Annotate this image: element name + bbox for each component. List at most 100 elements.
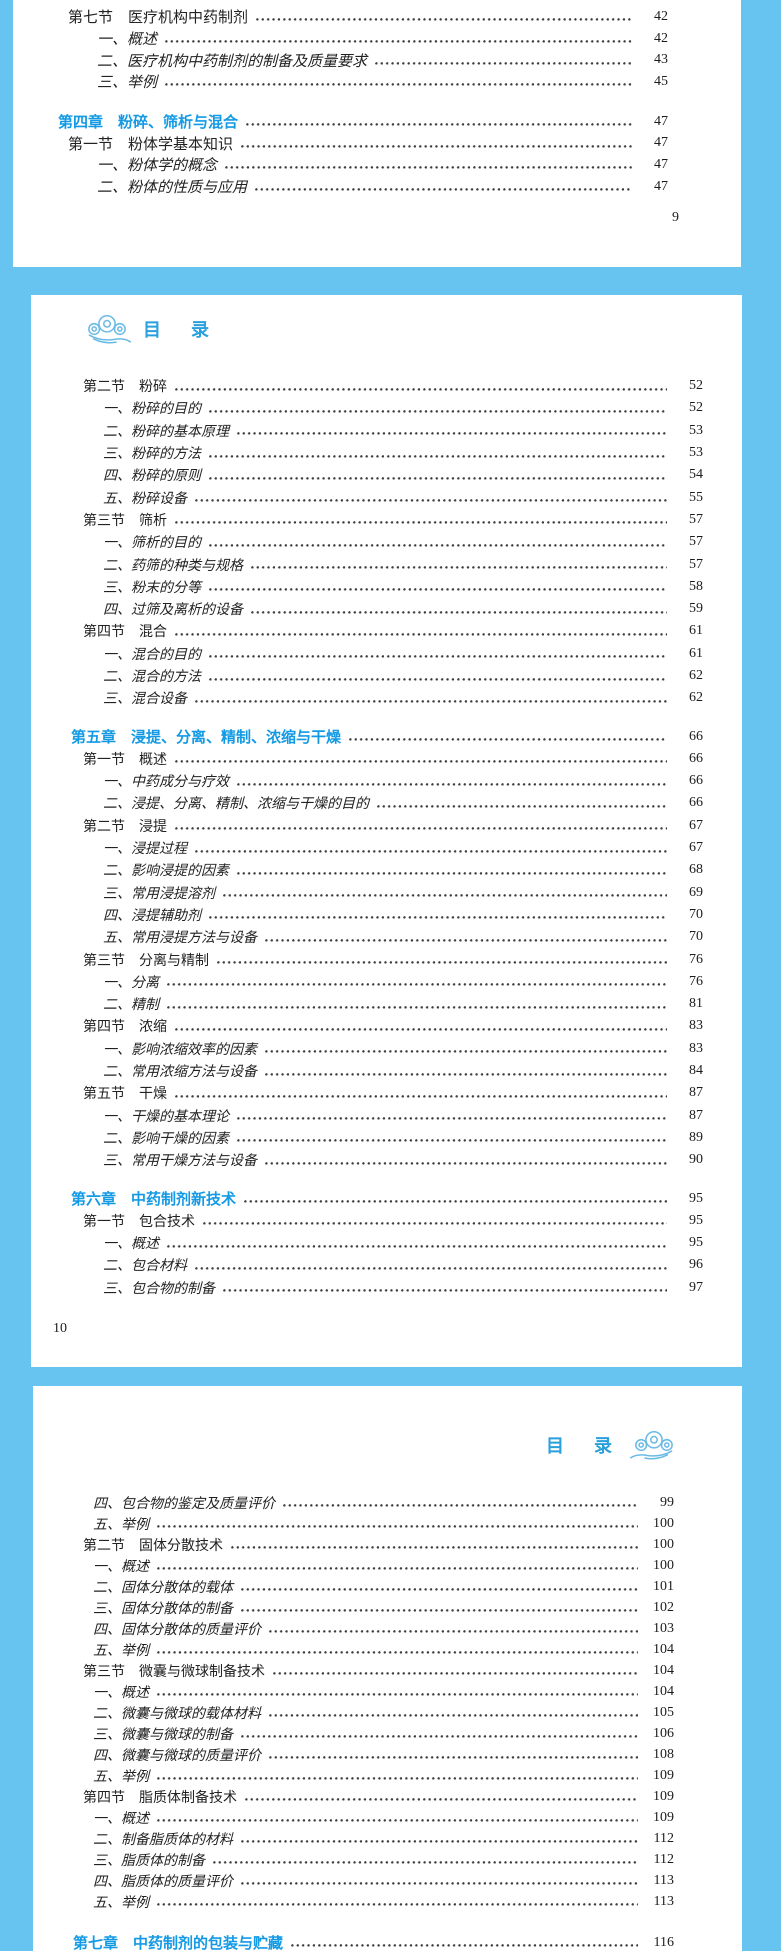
toc-entry-page-number: 108 xyxy=(653,1746,674,1762)
toc-entry-item: 四、浸提辅助剂 70 xyxy=(31,904,703,926)
toc-entry-page-number: 87 xyxy=(689,1085,703,1101)
toc-entry-item: 二、微囊与微球的载体材料 105 xyxy=(33,1702,674,1723)
book-page-11: 目 录 四、包合物的鉴定及质量评价 99 五、举例 100 第二节 固体分散技术 100 一… xyxy=(33,1386,742,1951)
toc-entry-label: 五、举例 xyxy=(93,1517,149,1533)
toc-entry-item: 一、粉体学的概念 47 xyxy=(13,154,668,176)
dot-leader xyxy=(157,1567,638,1570)
toc-entry-item: 二、粉碎的基本原理 53 xyxy=(31,420,703,442)
toc-entry-label: 一、筛析的目的 xyxy=(103,536,201,552)
toc-entry-item: 一、概述 100 xyxy=(33,1555,674,1576)
toc-entry-label: 四、过筛及离析的设备 xyxy=(103,603,243,619)
dot-leader xyxy=(157,1777,638,1780)
toc-entry-section: 第五节 干燥 87 xyxy=(31,1082,703,1104)
toc-entry-item: 一、干燥的基本理论 87 xyxy=(31,1105,703,1127)
toc-entry-label: 第四章 粉碎、筛析与混合 xyxy=(58,114,239,132)
toc-entry-item: 一、粉碎的目的 52 xyxy=(31,397,703,419)
toc-entry-page-number: 112 xyxy=(653,1830,674,1846)
toc-entry-page-number: 83 xyxy=(689,1040,703,1056)
toc-entry-label: 二、粉碎的基本原理 xyxy=(103,424,229,440)
dot-leader xyxy=(237,432,667,436)
toc-entry-label: 四、微囊与微球的质量评价 xyxy=(93,1748,261,1764)
toc-entry-page-number: 105 xyxy=(653,1704,674,1720)
page-number: 9 xyxy=(672,210,679,225)
toc-entry-item: 一、概述 109 xyxy=(33,1807,674,1828)
toc-entry-item: 一、概述 95 xyxy=(31,1232,703,1254)
toc-entry-page-number: 104 xyxy=(653,1641,674,1657)
toc-entry-label: 五、举例 xyxy=(93,1895,149,1911)
toc-entry-label: 五、常用浸提方法与设备 xyxy=(103,931,257,947)
toc-entry-section: 第三节 筛析 57 xyxy=(31,509,703,531)
dot-leader xyxy=(223,894,667,898)
toc-entry-page-number: 109 xyxy=(653,1767,674,1783)
dot-leader xyxy=(217,961,667,965)
toc-entry-label: 一、粉体学的概念 xyxy=(97,158,218,175)
toc-entry-label: 第五节 干燥 xyxy=(83,1087,167,1103)
toc-entry-label: 三、粉末的分等 xyxy=(103,580,201,596)
toc-entry-label: 第四节 脂质体制备技术 xyxy=(83,1790,237,1806)
toc-entry-page-number: 52 xyxy=(689,378,703,394)
dot-leader xyxy=(157,1819,638,1822)
toc-entry-label: 二、浸提、分离、精制、浓缩与干燥的目的 xyxy=(103,797,369,813)
toc-entry-page-number: 89 xyxy=(689,1129,703,1145)
toc-entry-page-number: 59 xyxy=(689,601,703,617)
toc-entry-item: 四、包合物的鉴定及质量评价 99 xyxy=(33,1492,674,1513)
dot-leader xyxy=(251,566,667,570)
toc-entry-label: 四、粉碎的原则 xyxy=(103,469,201,485)
toc-entry-label: 第一节 包合技术 xyxy=(83,1214,195,1230)
dot-leader xyxy=(241,1609,638,1612)
toc-entry-chapter: 第七章 中药制剂的包装与贮藏 116 xyxy=(33,1932,674,1951)
toc-entry-page-number: 97 xyxy=(689,1279,703,1295)
toc-entry-item: 二、影响浸提的因素 68 xyxy=(31,859,703,881)
toc-entry-page-number: 83 xyxy=(689,1018,703,1034)
dot-leader xyxy=(237,1139,667,1143)
toc-entry-item: 二、浸提、分离、精制、浓缩与干燥的目的 66 xyxy=(31,792,703,814)
toc-entry-page-number: 42 xyxy=(654,30,668,46)
toc-entry-label: 二、药筛的种类与规格 xyxy=(103,558,243,574)
dot-leader xyxy=(237,782,667,786)
toc-entry-label: 第三节 微囊与微球制备技术 xyxy=(83,1664,265,1680)
toc-entry-item: 二、精制 81 xyxy=(31,993,703,1015)
toc-entry-label: 一、粉碎的目的 xyxy=(103,402,201,418)
toc-entry-label: 一、分离 xyxy=(103,975,159,991)
dot-leader xyxy=(251,610,667,614)
toc-entry-page-number: 95 xyxy=(689,1235,703,1251)
dot-leader xyxy=(269,1630,638,1633)
toc-entry-label: 一、概述 xyxy=(103,1237,159,1253)
dot-leader xyxy=(223,1289,667,1293)
dot-leader xyxy=(241,1882,638,1885)
toc-entry-label: 三、混合设备 xyxy=(103,692,187,708)
toc-entry-item: 三、脂质体的制备 112 xyxy=(33,1849,674,1870)
toc-entry-label: 第一节 概述 xyxy=(83,752,167,768)
toc-entry-label: 五、举例 xyxy=(93,1643,149,1659)
toc-entry-item: 一、分离 76 xyxy=(31,971,703,993)
toc-entry-page-number: 100 xyxy=(653,1536,674,1552)
dot-leader xyxy=(165,83,632,87)
toc-entry-page-number: 53 xyxy=(689,445,703,461)
toc-entry-page-number: 47 xyxy=(654,135,668,151)
toc-entry-page-number: 57 xyxy=(689,511,703,527)
dot-leader xyxy=(256,18,632,22)
toc-entry-label: 四、固体分散体的质量评价 xyxy=(93,1622,261,1638)
dot-leader xyxy=(225,166,632,170)
toc-entry-page-number: 102 xyxy=(653,1599,674,1615)
toc-entry-page-number: 104 xyxy=(653,1662,674,1678)
dot-leader xyxy=(167,1005,667,1009)
dot-leader xyxy=(265,1161,667,1165)
toc-entry-item: 三、包合物的制备 97 xyxy=(31,1277,703,1299)
dot-leader xyxy=(265,1050,667,1054)
toc-entry-page-number: 67 xyxy=(689,817,703,833)
toc-entry-page-number: 96 xyxy=(689,1257,703,1273)
dot-leader xyxy=(175,827,667,831)
toc-entry-label: 二、影响干燥的因素 xyxy=(103,1131,229,1147)
dot-leader xyxy=(246,123,632,127)
dot-leader xyxy=(244,1200,667,1204)
toc-entry-page-number: 61 xyxy=(689,645,703,661)
toc-entry-label: 一、概述 xyxy=(93,1685,149,1701)
toc-entry-item: 二、制备脂质体的材料 112 xyxy=(33,1828,674,1849)
toc-header: 目 录 xyxy=(546,1426,680,1464)
toc-entry-label: 一、浸提过程 xyxy=(103,842,187,858)
dot-leader xyxy=(269,1714,638,1717)
dot-leader xyxy=(175,521,667,525)
toc-entry-label: 二、包合材料 xyxy=(103,1259,187,1275)
toc-entry-item: 五、举例 109 xyxy=(33,1765,674,1786)
